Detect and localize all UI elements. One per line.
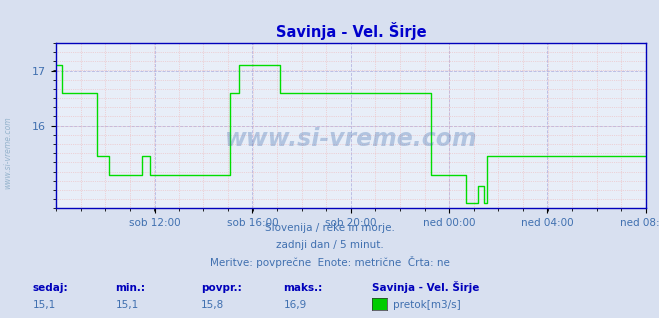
Text: 15,8: 15,8 xyxy=(201,301,224,310)
Text: min.:: min.: xyxy=(115,283,146,293)
Text: 15,1: 15,1 xyxy=(33,301,56,310)
Text: sedaj:: sedaj: xyxy=(33,283,69,293)
Text: www.si-vreme.com: www.si-vreme.com xyxy=(225,127,477,151)
Text: zadnji dan / 5 minut.: zadnji dan / 5 minut. xyxy=(275,240,384,250)
Text: 16,9: 16,9 xyxy=(283,301,306,310)
Text: Meritve: povprečne  Enote: metrične  Črta: ne: Meritve: povprečne Enote: metrične Črta:… xyxy=(210,256,449,267)
Title: Savinja - Vel. Širje: Savinja - Vel. Širje xyxy=(275,22,426,40)
Text: povpr.:: povpr.: xyxy=(201,283,242,293)
Text: maks.:: maks.: xyxy=(283,283,323,293)
Text: Savinja - Vel. Širje: Savinja - Vel. Širje xyxy=(372,281,480,293)
Text: pretok[m3/s]: pretok[m3/s] xyxy=(393,301,461,310)
Text: www.si-vreme.com: www.si-vreme.com xyxy=(3,116,13,189)
Text: 15,1: 15,1 xyxy=(115,301,138,310)
Text: Slovenija / reke in morje.: Slovenija / reke in morje. xyxy=(264,223,395,232)
